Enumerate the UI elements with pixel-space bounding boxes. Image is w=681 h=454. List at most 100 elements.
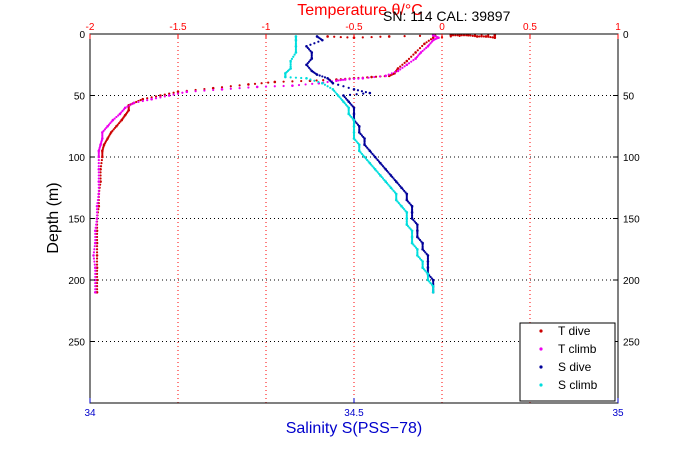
data-point	[366, 146, 369, 149]
data-point	[146, 97, 149, 100]
data-point	[97, 155, 101, 159]
data-point	[97, 168, 101, 171]
data-point	[426, 257, 430, 260]
data-point	[315, 73, 319, 76]
data-point	[393, 71, 397, 74]
data-point	[95, 254, 99, 257]
temperature-tick-label: 1	[615, 22, 621, 33]
data-point	[229, 87, 232, 90]
data-point	[410, 211, 414, 214]
data-point	[337, 83, 340, 86]
data-point	[379, 35, 382, 38]
data-point	[373, 168, 377, 171]
data-point	[326, 35, 329, 38]
data-point	[172, 93, 175, 96]
data-point	[357, 143, 361, 146]
depth-tick-label-left: 100	[68, 153, 85, 164]
data-point	[315, 79, 318, 82]
data-point	[341, 99, 344, 102]
data-point	[342, 85, 345, 88]
data-point	[97, 177, 100, 180]
data-point	[163, 95, 166, 98]
data-point	[407, 62, 411, 65]
data-point	[405, 59, 409, 63]
data-point	[416, 235, 419, 239]
data-point	[95, 263, 99, 266]
data-point	[403, 61, 406, 65]
legend-label: S dive	[558, 360, 592, 374]
legend-marker	[539, 347, 543, 351]
data-point	[405, 223, 409, 226]
data-point	[368, 161, 372, 165]
data-point	[317, 40, 320, 43]
data-point	[348, 102, 352, 105]
data-point	[94, 269, 97, 272]
data-point	[421, 241, 424, 245]
data-point	[326, 80, 329, 84]
data-point	[141, 99, 144, 103]
data-point	[92, 254, 95, 257]
data-point	[93, 266, 97, 270]
data-point	[310, 51, 314, 54]
data-point	[99, 177, 102, 180]
data-point	[426, 45, 430, 48]
data-point	[329, 86, 332, 89]
legend-marker	[539, 383, 543, 387]
data-point	[99, 174, 102, 177]
data-point	[471, 34, 474, 37]
data-point	[101, 149, 104, 153]
data-point	[352, 123, 356, 126]
data-point	[220, 86, 224, 89]
data-point	[410, 204, 414, 208]
data-point	[289, 65, 292, 68]
data-point	[421, 243, 424, 246]
data-point	[416, 254, 419, 257]
data-point	[132, 101, 136, 105]
data-point	[352, 118, 356, 122]
data-point	[458, 34, 461, 37]
depth-tick-label-right: 250	[623, 338, 640, 349]
data-point	[381, 165, 385, 168]
data-point	[395, 197, 398, 200]
data-point	[150, 97, 153, 101]
data-point	[388, 185, 391, 188]
data-point	[415, 55, 419, 59]
data-point	[94, 285, 97, 288]
data-point	[168, 92, 171, 95]
data-point	[352, 77, 356, 80]
data-point	[181, 91, 184, 94]
data-point	[294, 76, 298, 79]
data-point	[300, 76, 303, 80]
data-point	[418, 47, 422, 50]
data-point	[93, 260, 96, 263]
data-point	[484, 35, 488, 38]
data-point	[412, 53, 415, 56]
data-point	[95, 235, 99, 239]
depth-tick-label-left: 150	[68, 215, 85, 226]
data-point	[409, 228, 412, 231]
data-point	[347, 109, 350, 112]
data-point	[95, 223, 98, 226]
data-point	[203, 87, 206, 91]
data-point	[394, 180, 398, 183]
temperature-tick-label: -1.5	[169, 22, 187, 33]
data-point	[373, 75, 376, 79]
data-point	[363, 155, 366, 159]
data-point	[139, 99, 142, 102]
data-point	[426, 255, 430, 259]
data-point	[154, 95, 158, 98]
data-point	[368, 91, 372, 95]
data-point	[95, 275, 99, 279]
data-point	[137, 100, 140, 104]
legend-label: S climb	[558, 378, 598, 392]
data-point	[432, 289, 435, 292]
data-point	[395, 195, 398, 199]
data-point	[95, 232, 99, 235]
data-point	[367, 160, 370, 163]
y-axis-title: Depth (m)	[45, 182, 62, 253]
data-point	[352, 135, 356, 139]
data-point	[352, 129, 356, 132]
data-point	[95, 272, 99, 275]
data-point	[405, 214, 408, 217]
data-point	[294, 49, 298, 53]
